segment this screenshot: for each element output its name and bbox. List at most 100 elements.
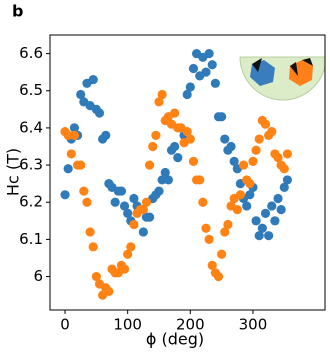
point [254, 134, 264, 144]
point [104, 286, 114, 297]
point [69, 130, 80, 140]
point [123, 249, 133, 259]
x-tick-label: 0 [60, 316, 70, 334]
point [154, 186, 164, 196]
point [85, 227, 95, 237]
point [279, 164, 289, 174]
point [254, 231, 264, 241]
point [63, 164, 73, 174]
point [220, 134, 230, 144]
point [173, 153, 183, 163]
point [60, 190, 70, 200]
y-tick-label: 6.6 [19, 44, 43, 62]
point [232, 205, 242, 215]
point [129, 193, 139, 204]
point [201, 223, 211, 233]
point [160, 167, 170, 178]
point [66, 149, 76, 159]
point [170, 108, 180, 118]
point [76, 89, 86, 100]
point [226, 141, 236, 152]
y-tick-label: 6.5 [19, 81, 43, 99]
point [170, 141, 180, 152]
point [251, 145, 261, 155]
point [198, 197, 208, 207]
point [282, 175, 293, 185]
point [204, 234, 214, 244]
point [229, 156, 239, 166]
x-tick-label: 100 [113, 316, 142, 334]
point [82, 197, 92, 207]
point [242, 201, 252, 211]
point [235, 190, 246, 200]
point [145, 160, 155, 170]
plot-frame [49, 34, 326, 311]
point [245, 179, 255, 189]
y-tick-label: 6 [33, 267, 43, 285]
point [138, 227, 148, 237]
point [101, 130, 111, 140]
point [94, 108, 105, 118]
point [207, 260, 217, 271]
y-tick-label: 6.1 [19, 230, 43, 248]
point [195, 175, 205, 185]
point [182, 127, 192, 137]
point [273, 193, 283, 204]
point [267, 201, 277, 211]
point [204, 48, 214, 59]
y-tick-label: 6.4 [19, 118, 43, 136]
point [267, 127, 277, 137]
y-tick-label: 6.3 [19, 156, 43, 174]
point [157, 89, 167, 100]
x-tick-label: 200 [176, 316, 205, 334]
point [260, 119, 271, 129]
point [145, 212, 155, 222]
point [148, 141, 158, 152]
point [248, 156, 258, 166]
point [119, 201, 130, 211]
point [188, 156, 199, 166]
point [141, 197, 152, 207]
point [213, 271, 224, 282]
point [217, 249, 227, 259]
point [79, 186, 89, 196]
point [163, 175, 173, 185]
x-axis-label: ϕ (deg) [146, 330, 204, 349]
point [210, 78, 220, 88]
point [91, 271, 101, 282]
point [282, 149, 293, 159]
point [251, 216, 261, 226]
point [76, 160, 86, 170]
point [123, 208, 133, 218]
point [223, 219, 233, 230]
point [217, 112, 227, 122]
point [220, 227, 230, 237]
point [154, 97, 164, 107]
point [238, 160, 249, 170]
point [257, 223, 267, 233]
point [188, 63, 199, 74]
point [129, 219, 139, 230]
y-axis-label: Hc (T) [4, 148, 23, 196]
inset [239, 56, 325, 101]
point [245, 190, 255, 200]
point [185, 134, 195, 144]
point [201, 67, 211, 77]
point [185, 82, 195, 92]
point [276, 205, 286, 215]
point [207, 60, 217, 70]
point [126, 242, 136, 252]
point [138, 205, 148, 215]
panel-label: b [12, 2, 23, 21]
x-tick-label: 300 [239, 316, 268, 334]
point [273, 153, 283, 163]
point [270, 216, 280, 226]
point [182, 89, 192, 100]
point [264, 231, 274, 241]
point [119, 264, 130, 274]
y-tick-label: 6.2 [19, 193, 43, 211]
point [151, 130, 161, 140]
point [69, 123, 80, 133]
point [116, 186, 127, 196]
